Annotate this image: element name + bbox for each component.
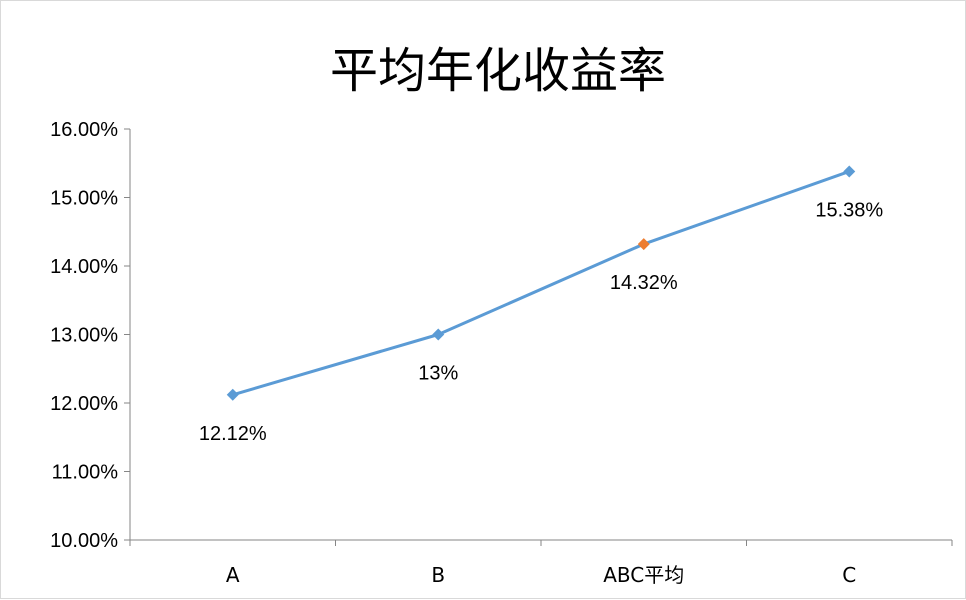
y-tick-label: 13.00% — [50, 325, 118, 347]
series-line — [232, 170, 850, 397]
data-label: 13% — [418, 363, 458, 385]
y-tick-label: 10.00% — [50, 530, 118, 552]
data-point-marker — [637, 238, 650, 251]
x-tick-label: ABC平均 — [603, 563, 684, 587]
series-layer: 12.12% 13% 14.32% 15.38% — [199, 165, 883, 445]
x-tick-label: B — [431, 563, 445, 587]
x-tick-label: A — [226, 563, 240, 587]
y-tick-label: 14.00% — [50, 256, 118, 278]
data-point-marker — [432, 328, 445, 341]
chart-title: 平均年化收益率 — [330, 43, 666, 99]
data-label: 14.32% — [610, 272, 678, 294]
data-point-marker — [226, 388, 239, 401]
y-tick-label: 11.00% — [52, 462, 119, 484]
y-tick-label: 15.00% — [50, 188, 118, 210]
x-tick-label: C — [842, 563, 856, 587]
data-label: 12.12% — [199, 423, 267, 445]
y-tick-label: 12.00% — [50, 393, 118, 415]
data-label: 15.38% — [815, 199, 883, 221]
axes: 10.00% 11.00% 12.00% 13.00% 14.00% 15.00% 16.0… — [50, 119, 953, 587]
y-tick-label: 16.00% — [50, 119, 118, 141]
data-point-marker — [843, 165, 856, 178]
